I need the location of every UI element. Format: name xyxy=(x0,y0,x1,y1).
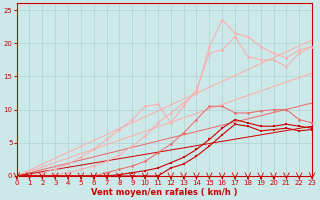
X-axis label: Vent moyen/en rafales ( km/h ): Vent moyen/en rafales ( km/h ) xyxy=(91,188,238,197)
